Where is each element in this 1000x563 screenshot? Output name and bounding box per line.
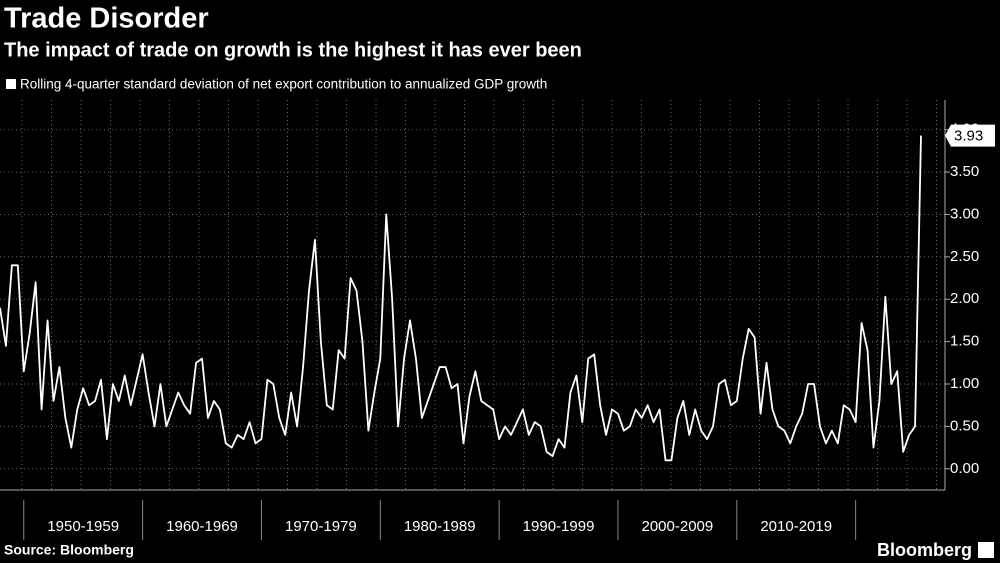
chart-title: Trade Disorder [4, 3, 209, 35]
y-tick-label: 3.50 [950, 163, 979, 180]
x-tick-label: 2000-2009 [642, 518, 714, 535]
x-tick-label: 1960-1969 [166, 518, 238, 535]
value-label: 3.93 [954, 128, 983, 145]
source: Source: Bloomberg [4, 542, 134, 558]
x-tick-label: 1970-1979 [285, 518, 357, 535]
legend-swatch [6, 79, 16, 89]
brand: Bloomberg [877, 540, 972, 560]
line [0, 135, 922, 462]
y-tick-label: 0.50 [950, 417, 979, 434]
chart-subtitle: The impact of trade on growth is the hig… [4, 39, 582, 61]
y-tick-label: 1.50 [950, 333, 979, 350]
y-tick-label: 2.50 [950, 248, 979, 265]
x-tick-label: 1990-1999 [523, 518, 595, 535]
x-tick-label: 1950-1959 [47, 518, 119, 535]
x-tick-label: 1980-1989 [404, 518, 476, 535]
brand-icon [978, 542, 994, 558]
x-tick-label: 2010-2019 [760, 518, 832, 535]
y-tick-label: 0.00 [950, 460, 979, 477]
y-tick-label: 2.00 [950, 290, 979, 307]
y-tick-label: 3.00 [950, 205, 979, 222]
y-tick-label: 1.00 [950, 375, 979, 392]
legend-label: Rolling 4-quarter standard deviation of … [20, 77, 547, 92]
value-label-box [945, 124, 995, 147]
